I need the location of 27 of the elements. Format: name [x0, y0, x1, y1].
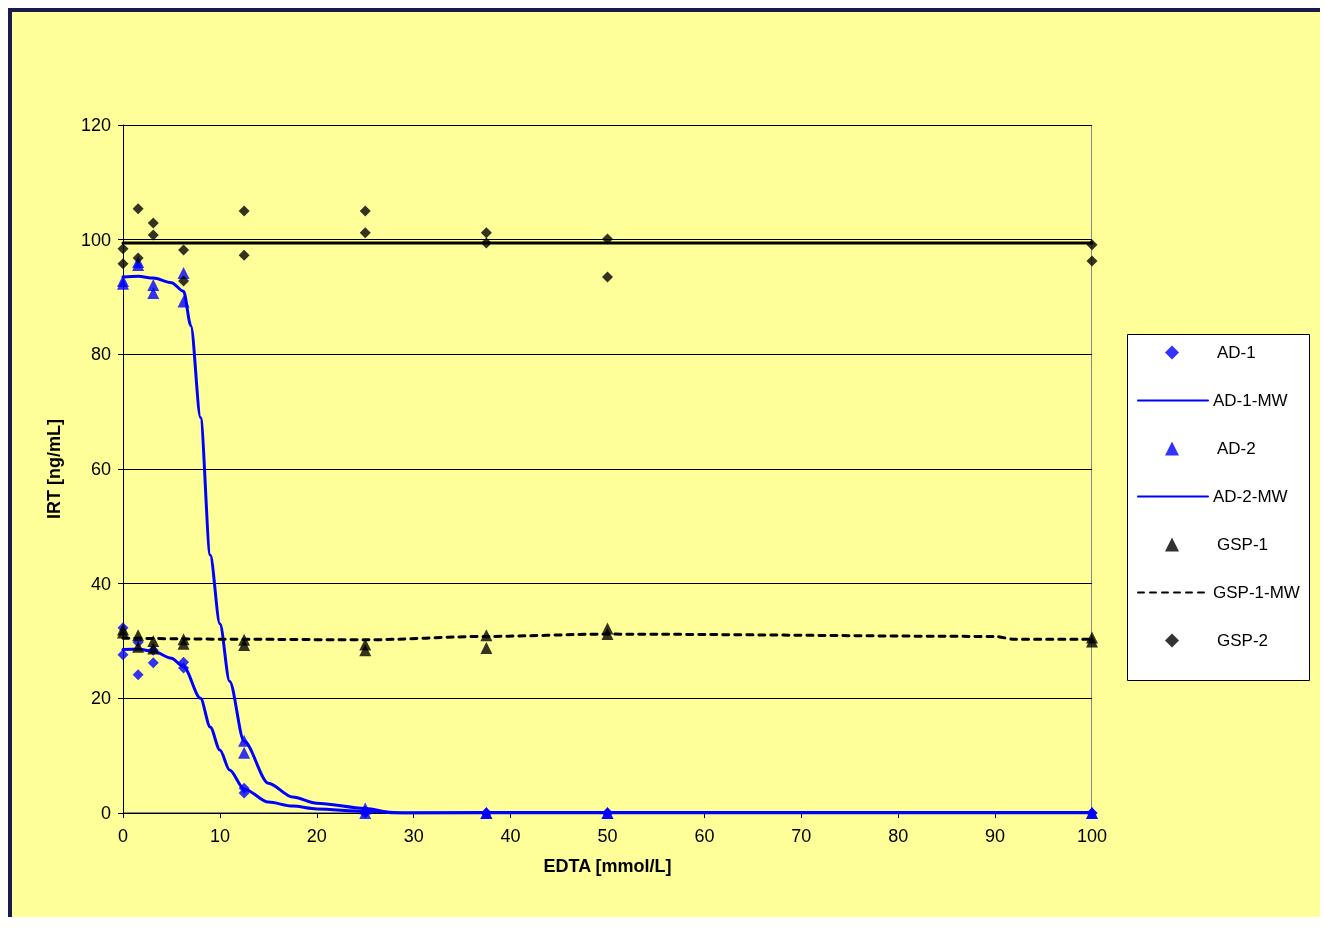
- x-tick-label: 60: [694, 826, 715, 846]
- x-tick-label: 10: [209, 826, 230, 846]
- legend-label: AD-2: [1217, 439, 1256, 458]
- x-tick-label: 40: [500, 826, 521, 846]
- x-tick-label: 30: [403, 826, 424, 846]
- y-tick-label: 40: [90, 573, 111, 594]
- y-tick-label: 80: [90, 344, 111, 365]
- x-tick-label: 0: [117, 826, 129, 846]
- y-tick-label: 100: [80, 229, 111, 250]
- x-tick-label: 100: [1076, 826, 1108, 846]
- x-tick-label: 50: [597, 826, 618, 846]
- y-tick-label: 60: [90, 459, 111, 479]
- y-tick-label: 20: [90, 688, 111, 709]
- legend-label: AD-1: [1217, 343, 1256, 362]
- y-axis-title: IRT [ng/mL]: [44, 419, 64, 519]
- x-axis-title: EDTA [mmol/L]: [543, 856, 672, 876]
- x-tick-label: 70: [791, 826, 812, 846]
- x-tick-label: 90: [985, 826, 1006, 846]
- legend-label: GSP-1-MW: [1213, 583, 1300, 602]
- y-tick-label: 0: [100, 803, 111, 823]
- legend-label: GSP-2: [1217, 631, 1269, 650]
- y-tick-label: 120: [80, 115, 111, 135]
- legend-label: AD-1-MW: [1213, 391, 1288, 410]
- x-tick-label: 20: [306, 826, 327, 846]
- x-tick-label: 80: [888, 826, 909, 846]
- legend-label: AD-2-MW: [1213, 487, 1288, 506]
- legend-label: GSP-1: [1217, 535, 1269, 554]
